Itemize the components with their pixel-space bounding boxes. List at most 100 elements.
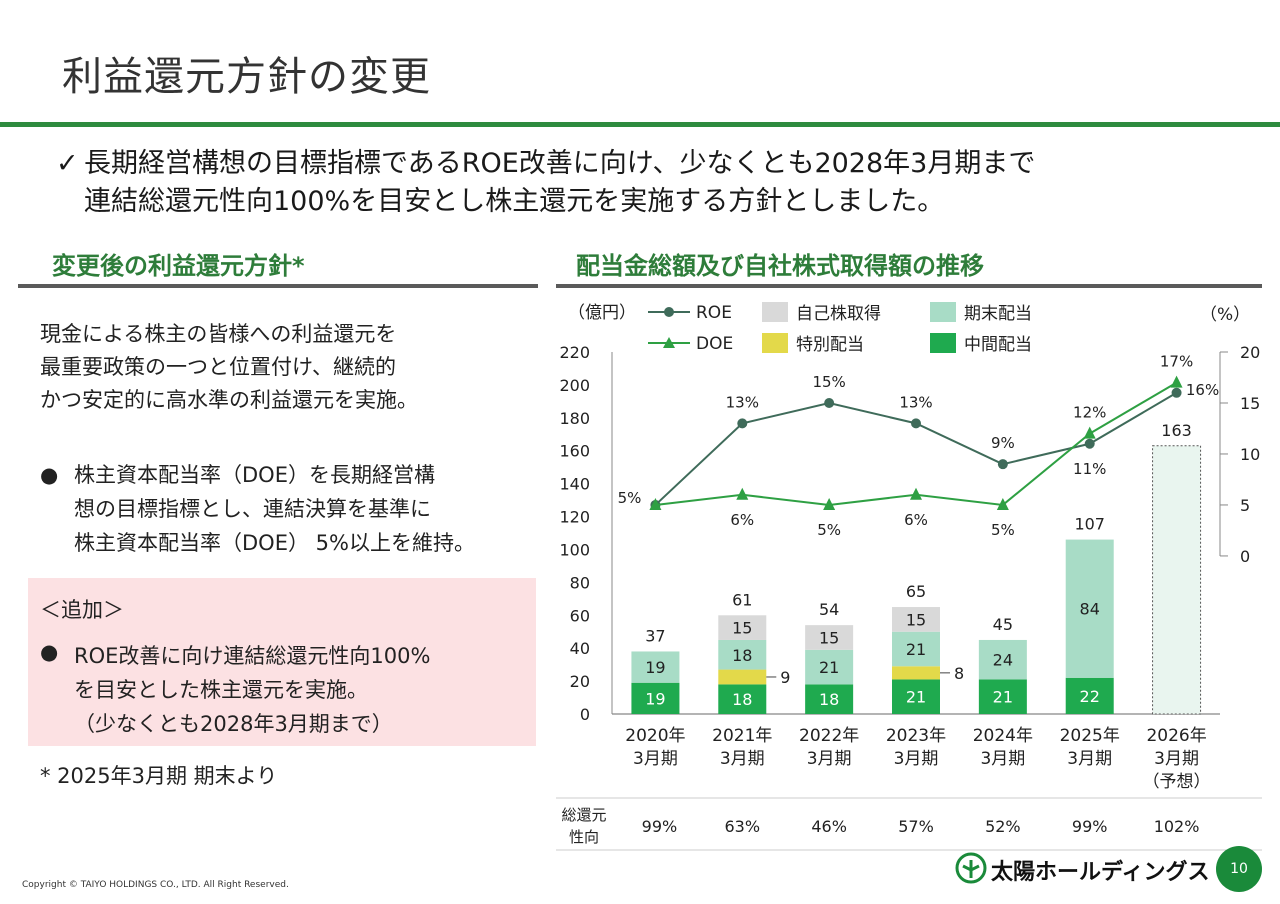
- doe-point: [823, 497, 836, 510]
- x-category-label: 2023年: [886, 726, 946, 746]
- y-tick-label: 100: [559, 540, 590, 559]
- bar-segment: [631, 682, 680, 714]
- legend-label: 自己株取得: [796, 304, 881, 324]
- bar-segment-label: 15: [732, 619, 752, 638]
- legend-label: 特別配当: [796, 335, 864, 355]
- bar-total-label: 61: [732, 590, 752, 609]
- x-category-label: 3月期: [980, 749, 1025, 769]
- x-category-label: 3月期: [894, 749, 939, 769]
- roe-label: 13%: [726, 393, 759, 411]
- doe-line: 株主資本配当率（DOE）を長期経営構: [74, 463, 435, 487]
- roe-point: [737, 418, 748, 429]
- x-category-label: 2021年: [712, 726, 772, 746]
- doe-line: 想の目標指標とし、連結決算を基準に: [74, 497, 431, 521]
- bar-segment-label: 19: [645, 689, 665, 708]
- legend-label: 期末配当: [964, 304, 1032, 324]
- payout-ratio-value: 52%: [985, 817, 1021, 836]
- bar-segment: [978, 679, 1027, 714]
- logo-icon: [955, 852, 987, 884]
- y2-tick-label: 10: [1240, 445, 1260, 464]
- roe-label: 11%: [1073, 460, 1106, 478]
- payout-ratio-value: 99%: [642, 817, 678, 836]
- chart-heading-rule: [556, 284, 1262, 288]
- roe-point: [1084, 438, 1095, 449]
- policy-heading: 変更後の利益還元方針*: [52, 252, 305, 280]
- bar-segment: [1065, 677, 1114, 714]
- footnote: * 2025年3月期 期末より: [40, 764, 278, 788]
- doe-point: [1083, 426, 1096, 439]
- bar-segment-label: 19: [645, 658, 665, 677]
- bar-segment: [631, 651, 680, 683]
- policy-heading-rule: [18, 284, 538, 288]
- bar-segment-label: 8: [954, 664, 964, 683]
- bar-segment-label: 18: [732, 646, 752, 665]
- bar-total-label: 37: [645, 626, 665, 645]
- roe-label: 9%: [991, 434, 1015, 452]
- check-icon: ✓: [56, 148, 79, 179]
- bar-total-label: 107: [1074, 515, 1105, 534]
- y2-tick-label: 0: [1240, 547, 1250, 566]
- addition-line: ROE改善に向け連結総還元性向100%: [74, 644, 431, 668]
- legend-roe-label: ROE: [696, 303, 732, 323]
- addition-line: を目安とした株主還元を実施。: [74, 678, 368, 702]
- bar-segment: [892, 631, 940, 667]
- y-tick-label: 120: [559, 508, 590, 527]
- roe-label: 15%: [812, 373, 845, 391]
- bar-segment: [805, 625, 854, 650]
- roe-label: 13%: [899, 393, 932, 411]
- bar-segment: [805, 684, 854, 714]
- payout-row-header: 性向: [569, 828, 599, 846]
- y2-tick-label: 15: [1240, 394, 1260, 413]
- payout-ratio-value: 102%: [1154, 817, 1200, 836]
- y-unit-label: （億円）: [568, 303, 636, 323]
- bar-segment-label: 21: [993, 688, 1013, 707]
- legend-swatch: [762, 302, 788, 322]
- payout-ratio-value: 63%: [725, 817, 761, 836]
- payout-ratio-value: 46%: [811, 817, 847, 836]
- x-category-label: 3月期: [1154, 749, 1199, 769]
- roe-point: [911, 418, 921, 429]
- x-category-label: 2020年: [625, 726, 685, 746]
- payout-ratio-value: 57%: [898, 817, 934, 836]
- lead-line-2: 連結総還元性向100%を目安とし株主還元を実施する方針としました。: [84, 186, 945, 217]
- roe-point: [824, 397, 835, 408]
- x-category-label: 3月期: [633, 749, 678, 769]
- y-tick-label: 20: [570, 672, 590, 691]
- doe-point: [910, 487, 922, 500]
- legend-doe-marker: [663, 337, 675, 348]
- bullet-icon: ●: [40, 640, 59, 664]
- legend-roe-marker: [664, 307, 674, 317]
- bar-total-label: 163: [1161, 421, 1192, 440]
- page-number: 10: [1216, 846, 1262, 892]
- bar-segment-label: 15: [819, 628, 839, 647]
- doe-line: 株主資本配当率（DOE） 5%以上を維持。: [74, 531, 475, 555]
- bar-segment-label: 18: [819, 690, 839, 709]
- addition-heading: ＜追加＞: [40, 598, 124, 622]
- bar-segment-label: 18: [732, 690, 752, 709]
- bar-segment-label: 22: [1080, 687, 1100, 706]
- addition-box: ＜追加＞ ● ROE改善に向け連結総還元性向100% を目安とした株主還元を実施…: [28, 578, 536, 746]
- y-tick-label: 140: [559, 475, 590, 494]
- bar-segment-label: 9: [780, 668, 790, 687]
- y-tick-label: 180: [559, 409, 590, 428]
- roe-point: [1171, 387, 1182, 398]
- bar-total-label: 65: [906, 582, 926, 601]
- doe-point: [996, 497, 1009, 510]
- bar-segment-label: 15: [906, 610, 926, 629]
- x-category-label: 3月期: [720, 749, 765, 769]
- copyright: Copyright © TAIYO HOLDINGS CO., LTD. All…: [22, 880, 289, 890]
- legend-doe-label: DOE: [696, 334, 733, 354]
- y2-tick-label: 5: [1240, 496, 1250, 515]
- y-tick-label: 160: [559, 442, 590, 461]
- payout-row-header: 総還元: [561, 806, 606, 824]
- doe-label: 6%: [904, 511, 928, 529]
- company-logo: 太陽ホールディングス: [955, 852, 1209, 888]
- roe-point: [997, 459, 1008, 470]
- bullet-icon: ●: [40, 463, 59, 487]
- policy-description: 現金による株主の皆様への利益還元を 最重要政策の一つと位置付け、継続的 かつ安定…: [40, 318, 540, 417]
- x-category-label: 3月期: [807, 749, 852, 769]
- bar-segment: [892, 607, 940, 632]
- x-category-label: （予想）: [1143, 772, 1211, 792]
- doe-label: 5%: [817, 521, 841, 539]
- bar-segment: [805, 649, 854, 685]
